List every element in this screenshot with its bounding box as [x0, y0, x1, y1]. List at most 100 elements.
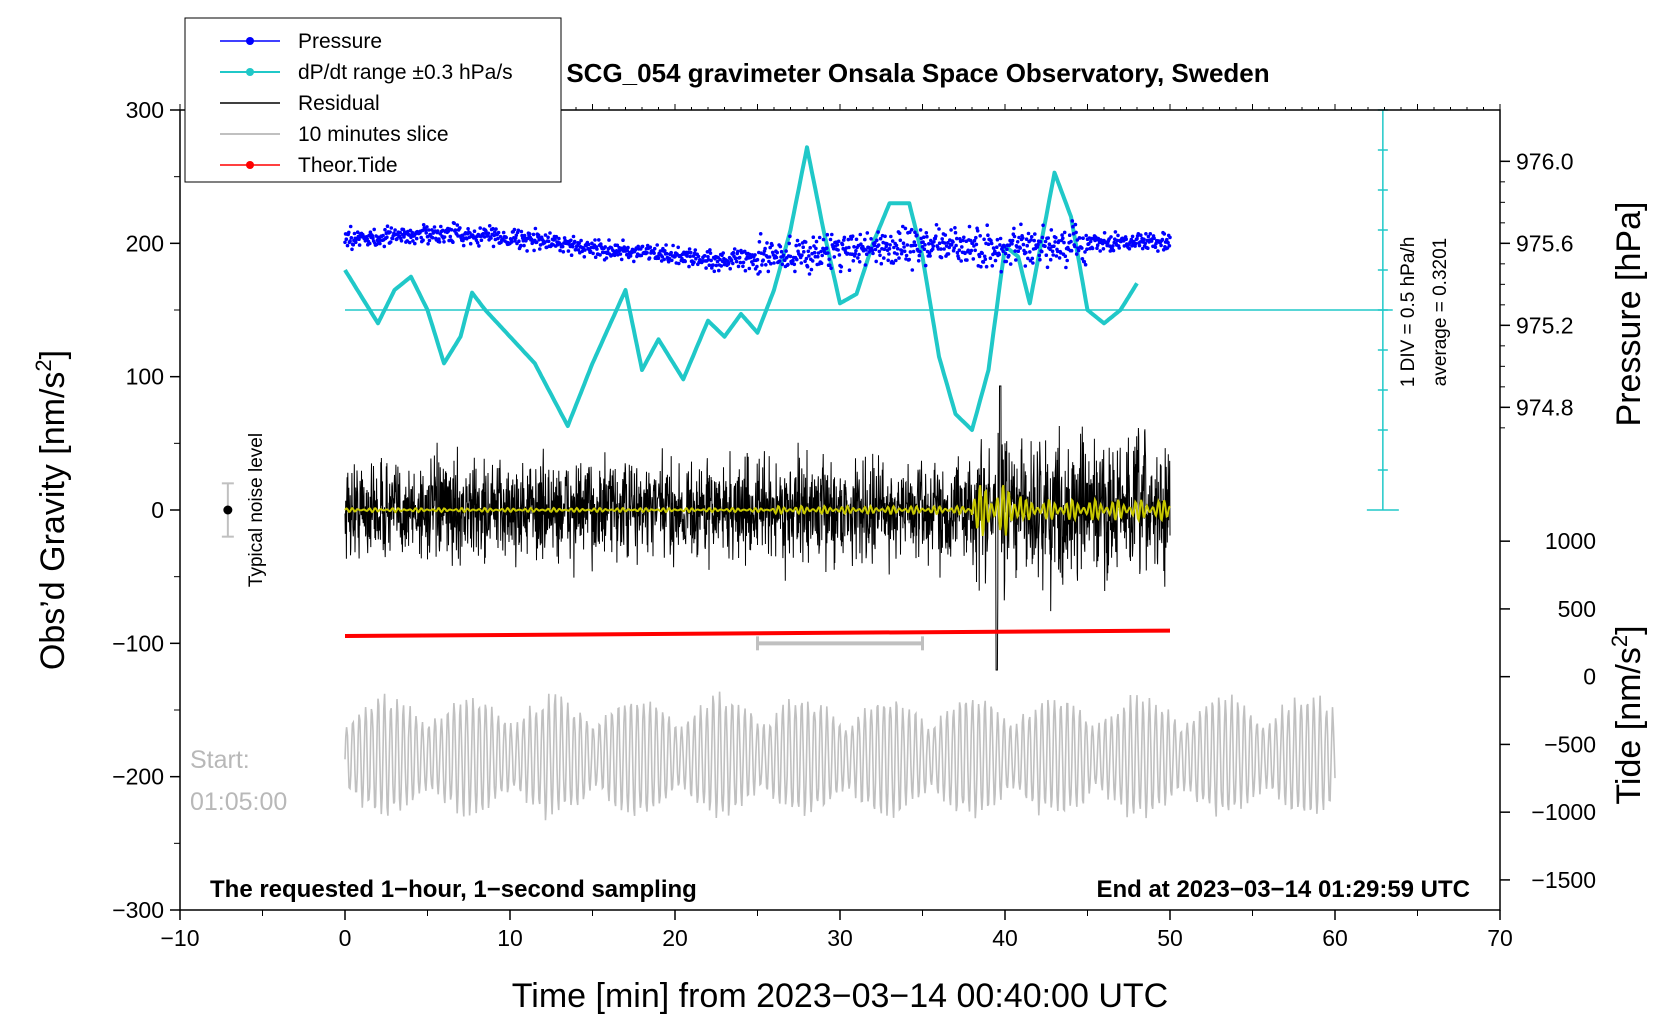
pressure-point: [1159, 243, 1163, 248]
footer-end-time: End at 2023−03−14 01:29:59 UTC: [1096, 876, 1470, 903]
pressure-point: [666, 259, 671, 264]
pressure-point: [645, 251, 649, 255]
pressure-point: [427, 228, 431, 232]
pressure-point: [543, 233, 548, 237]
pressure-point: [952, 246, 956, 250]
pressure-point: [801, 245, 805, 249]
pressure-point: [1026, 256, 1030, 261]
pressure-point: [632, 259, 636, 264]
pressure-point: [368, 241, 372, 246]
pressure-point: [1023, 264, 1028, 268]
pressure-point: [932, 240, 936, 244]
pressure-point: [979, 264, 983, 269]
pressure-point: [869, 237, 873, 241]
pressure-point: [1043, 239, 1048, 244]
pressure-point: [708, 248, 712, 252]
pressure-point: [709, 258, 713, 263]
pressure-point: [873, 247, 878, 252]
pressure-point: [348, 224, 353, 229]
pressure-point: [738, 260, 743, 265]
pressure-point: [817, 235, 822, 240]
pressure-point: [388, 240, 393, 244]
pressure-point: [1140, 246, 1145, 251]
legend-box: [184, 17, 562, 183]
pressure-point: [885, 242, 889, 246]
y-tick-label: −200: [112, 764, 164, 790]
pressure-point: [1165, 237, 1169, 242]
pressure-point: [652, 246, 657, 251]
pressure-point: [905, 243, 910, 247]
pressure-point: [560, 244, 565, 249]
pressure-point: [1038, 239, 1043, 244]
pressure-point: [1069, 248, 1074, 253]
pressure-point: [703, 254, 707, 258]
legend-items: Pressure dP/dt range ±0.3 hPa/s Residual 10…: [220, 30, 513, 177]
x-tick-label: 0: [339, 925, 352, 951]
pressure-point: [957, 248, 962, 252]
pressure-point: [1168, 235, 1172, 240]
pressure-point: [1064, 265, 1068, 270]
pressure-point: [741, 260, 746, 265]
pressure-point: [867, 250, 871, 254]
pressure-point: [863, 237, 867, 242]
pressure-point: [1026, 231, 1031, 236]
pressure-point: [1049, 228, 1054, 232]
pressure-point: [989, 238, 993, 243]
pressure-point: [907, 257, 911, 262]
pressure-point: [851, 259, 856, 263]
pressure-point: [676, 245, 680, 250]
pressure-point: [953, 230, 958, 235]
pressure-point: [425, 234, 430, 239]
pressure-point: [990, 264, 995, 268]
pressure-point: [663, 249, 667, 253]
pressure-point: [755, 257, 760, 262]
pressure-point: [597, 238, 601, 242]
pressure-point: [981, 260, 986, 264]
slice-start-label: Start:: [190, 746, 250, 774]
pressure-point: [1109, 235, 1113, 239]
pressure-point: [894, 258, 898, 263]
pressure-point: [947, 245, 951, 250]
pressure-point: [1113, 230, 1118, 234]
pressure-point: [758, 232, 763, 236]
pressure-point: [1088, 239, 1093, 244]
pressure-point: [736, 249, 740, 254]
pressure-point: [902, 249, 907, 254]
pressure-point: [931, 244, 936, 248]
pressure-point: [897, 231, 902, 236]
pressure-point: [803, 259, 807, 264]
pressure-point: [888, 243, 892, 247]
pressure-point: [382, 244, 387, 249]
pressure-point: [847, 245, 851, 250]
pressure-point: [805, 264, 810, 269]
pressure-point: [1144, 232, 1148, 236]
x-tick-label: −10: [160, 925, 199, 951]
pressure-point: [856, 256, 860, 260]
pressure-point: [1100, 241, 1105, 246]
pressure-point: [1061, 236, 1065, 240]
pressure-point: [895, 252, 899, 256]
pressure-point: [640, 244, 645, 249]
legend-entry: Residual: [220, 92, 380, 115]
pressure-point: [960, 245, 964, 249]
pressure-point: [829, 266, 833, 271]
pressure-point: [872, 243, 877, 248]
pressure-point: [1015, 240, 1020, 244]
tide-tick-label: 1000: [1545, 528, 1596, 554]
pressure-point: [814, 239, 819, 244]
pressure-point: [588, 249, 593, 254]
pressure-point: [890, 239, 895, 243]
pressure-point: [943, 233, 948, 237]
pressure-point: [1054, 235, 1058, 240]
pressure-point: [1016, 249, 1021, 253]
pressure-point: [517, 239, 521, 243]
pressure-point: [918, 228, 923, 232]
pressure-point: [1084, 233, 1088, 238]
pressure-point: [1095, 246, 1099, 250]
pressure-point: [876, 230, 880, 234]
pressure-point: [743, 268, 748, 273]
pressure-point: [902, 245, 906, 249]
y-axis-left-label: Obs’d Gravity [nm/s2]: [31, 350, 72, 670]
pressure-point: [824, 246, 829, 250]
